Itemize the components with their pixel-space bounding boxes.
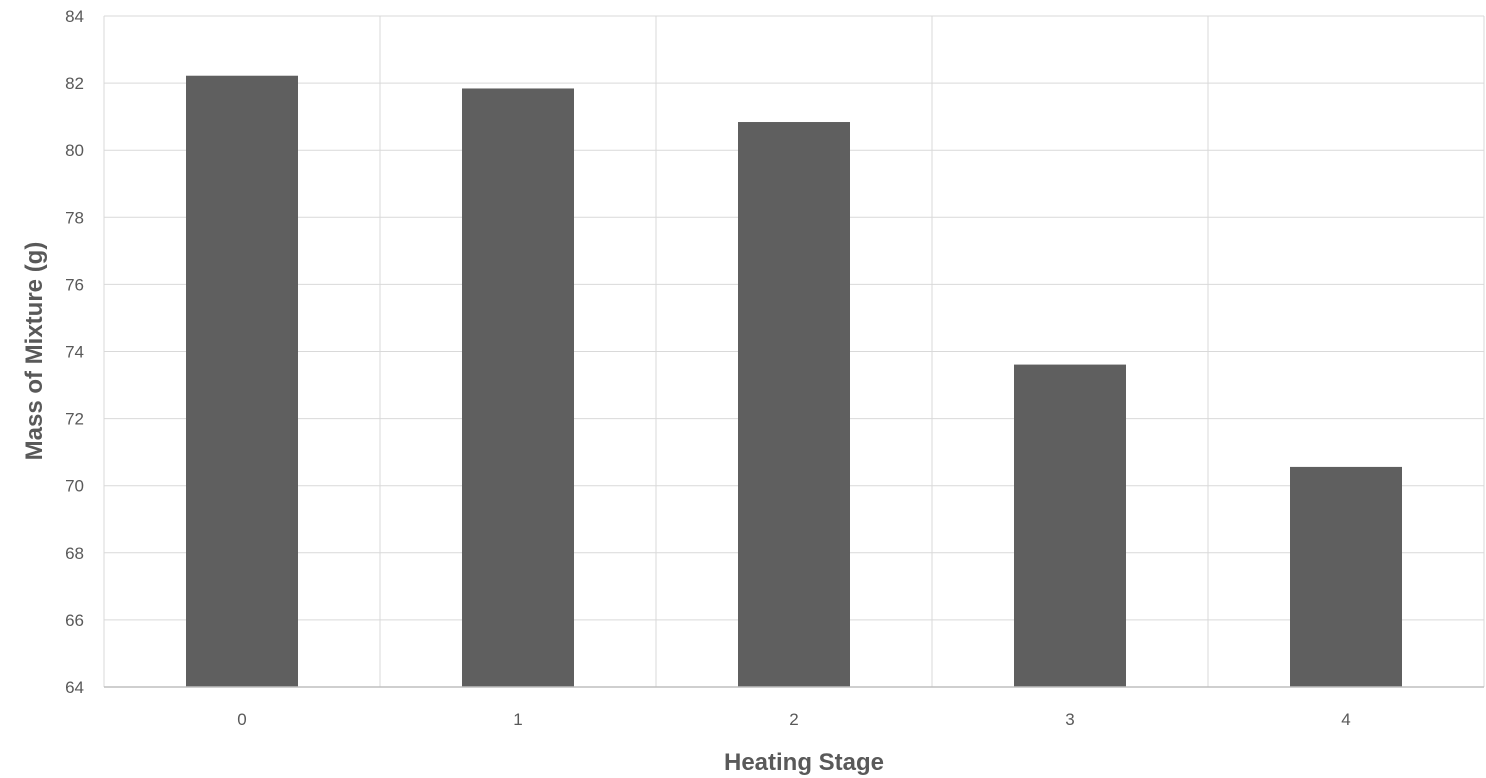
- bar-stage-4: [1290, 466, 1402, 687]
- x-tick-label: 2: [789, 710, 798, 729]
- y-tick-label: 64: [65, 678, 84, 697]
- x-tick-labels: 0 1 2 3 4: [237, 710, 1350, 729]
- bar-stage-1: [462, 88, 574, 687]
- x-tick-label: 3: [1065, 710, 1074, 729]
- bar-stage-2: [738, 122, 850, 687]
- x-tick-label: 4: [1341, 710, 1350, 729]
- bar-stage-3: [1014, 364, 1126, 687]
- y-tick-label: 74: [65, 343, 84, 362]
- x-tick-label: 1: [513, 710, 522, 729]
- x-axis-title: Heating Stage: [724, 749, 884, 776]
- x-tick-label: 0: [237, 710, 246, 729]
- y-tick-labels: 64 66 68 70 72 74 76 78 80 82 84: [65, 7, 84, 697]
- y-tick-label: 66: [65, 611, 84, 630]
- y-axis-title: Mass of Mixture (g): [21, 242, 48, 461]
- y-tick-label: 76: [65, 275, 84, 294]
- bar-stage-0: [186, 75, 298, 688]
- y-tick-label: 82: [65, 74, 84, 93]
- bars: [186, 75, 1402, 688]
- y-tick-label: 72: [65, 410, 84, 429]
- y-tick-label: 68: [65, 544, 84, 563]
- y-tick-label: 78: [65, 208, 84, 227]
- y-tick-label: 80: [65, 141, 84, 160]
- y-tick-label: 70: [65, 477, 84, 496]
- y-tick-label: 84: [65, 7, 84, 26]
